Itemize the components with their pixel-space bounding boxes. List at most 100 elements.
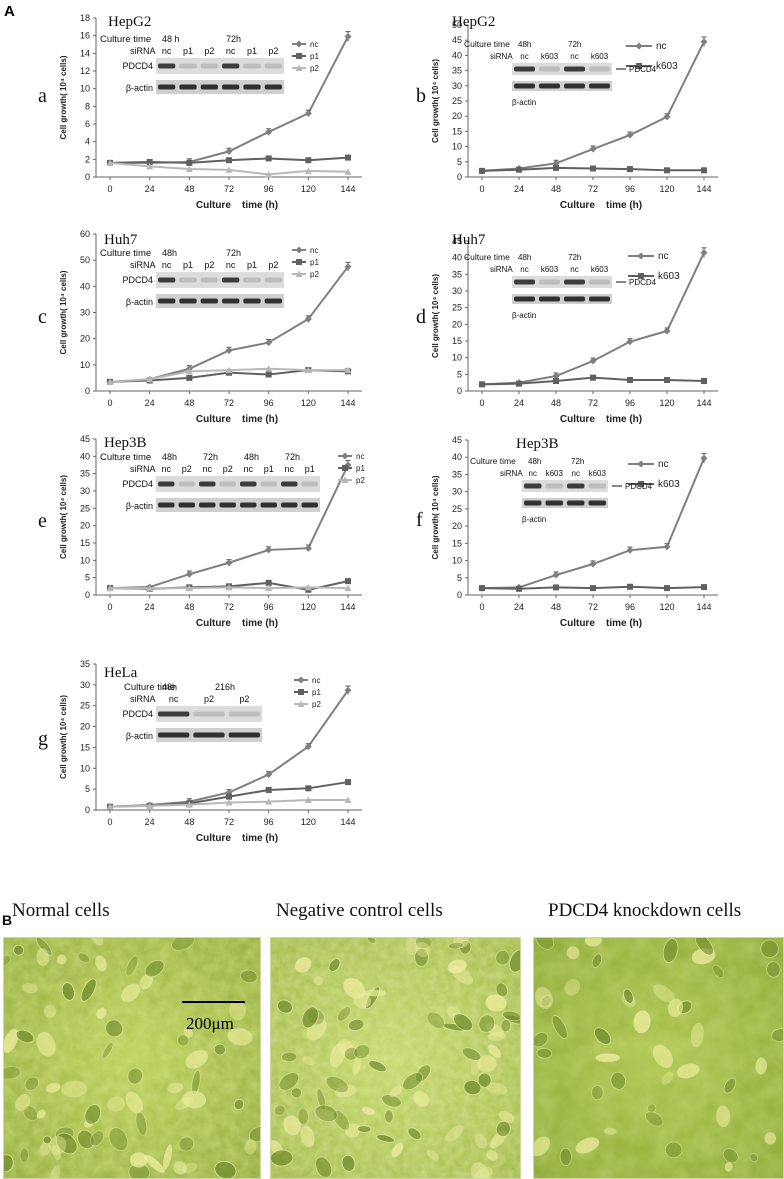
data-point bbox=[186, 159, 193, 166]
cell-blob bbox=[407, 1127, 422, 1140]
legend-label: p1 bbox=[312, 688, 321, 697]
chart-d: 0 5 10 15 20 25 30 35 40 45 0 24 48 72 96 120 144 Culture… bbox=[416, 232, 718, 425]
series-k603 bbox=[479, 164, 707, 174]
blot-band bbox=[524, 483, 542, 489]
cell-blob bbox=[281, 1051, 298, 1063]
blot-band bbox=[524, 500, 542, 506]
x-tick-label: 120 bbox=[301, 602, 316, 612]
x-tick-label: 24 bbox=[514, 602, 524, 612]
cell-blob bbox=[13, 944, 24, 956]
legend-swatch-marker bbox=[636, 63, 642, 69]
cell-blob bbox=[381, 1094, 402, 1108]
blot-band bbox=[588, 483, 606, 489]
cell-blob bbox=[694, 938, 714, 956]
y-tick-label: 15 bbox=[452, 538, 462, 548]
data-point bbox=[479, 381, 485, 388]
cell-blob bbox=[426, 1011, 445, 1029]
y-tick-label: 25 bbox=[452, 96, 462, 106]
blot-protein-label: PDCD4 bbox=[122, 709, 153, 719]
legend-label: p1 bbox=[310, 258, 319, 267]
cell-blob bbox=[108, 1127, 129, 1152]
y-tick-label: 20 bbox=[452, 319, 462, 329]
y-tick-label: 15 bbox=[452, 126, 462, 136]
data-point bbox=[146, 802, 154, 809]
data-point bbox=[344, 796, 352, 803]
legend: nc p1 p2 bbox=[292, 40, 319, 73]
panel-a-letter: A bbox=[4, 3, 15, 20]
x-tick-label: 144 bbox=[696, 184, 711, 194]
y-tick-label: 50 bbox=[452, 20, 462, 30]
cell-blob bbox=[290, 1087, 303, 1099]
y-tick-label: 30 bbox=[80, 680, 90, 690]
legend-swatch-marker bbox=[295, 64, 303, 71]
blot-band bbox=[179, 277, 197, 283]
legend-label: nc bbox=[656, 41, 667, 52]
blot-protein-label: PDCD4 bbox=[629, 278, 657, 287]
legend: nc k603 bbox=[626, 41, 678, 72]
cell-blob bbox=[55, 1132, 78, 1155]
x-tick-label: 0 bbox=[107, 184, 112, 194]
cell-blob bbox=[536, 1047, 553, 1059]
y-tick-label: 25 bbox=[80, 701, 90, 711]
blot-lane-label: nc bbox=[226, 260, 236, 270]
x-tick-label: 0 bbox=[107, 398, 112, 408]
blot-band bbox=[200, 298, 218, 304]
cell-blob bbox=[389, 1085, 403, 1098]
blot-lane-label: p2 bbox=[268, 46, 278, 56]
cell-blob bbox=[43, 1004, 57, 1018]
cell-blob bbox=[129, 1152, 148, 1168]
cell-blob bbox=[474, 1133, 488, 1149]
y-tick-label: 45 bbox=[80, 434, 90, 444]
data-point bbox=[553, 584, 559, 591]
blot-time-label: 48h bbox=[518, 253, 531, 262]
cell-blob bbox=[771, 1028, 783, 1042]
data-point bbox=[664, 585, 670, 592]
western-blot: Culture time siRNA 48h 72h nc k603 nc k603 PDCD4… bbox=[464, 252, 657, 320]
x-tick-label: 96 bbox=[264, 602, 274, 612]
data-point bbox=[590, 165, 596, 172]
blot-sirna-label: siRNA bbox=[130, 464, 156, 474]
legend-label: nc bbox=[312, 676, 320, 685]
cell-blob bbox=[178, 1136, 195, 1152]
cell-blob bbox=[125, 1091, 144, 1114]
cell-blob bbox=[125, 955, 139, 977]
blot-time-label: 72h bbox=[285, 452, 300, 462]
x-tick-label: 120 bbox=[301, 184, 316, 194]
cell-blob bbox=[300, 1125, 315, 1148]
blot-protein-label: β-actin bbox=[512, 311, 536, 320]
cell-blob bbox=[61, 982, 75, 1001]
cell-blob bbox=[328, 958, 341, 972]
blot-culture-time-label: Culture time bbox=[464, 39, 510, 49]
cell-blob bbox=[486, 1150, 499, 1161]
y-tick-label: 10 bbox=[80, 555, 90, 565]
blot-band bbox=[240, 481, 257, 487]
chart-title: Hep3B bbox=[104, 435, 147, 451]
cell-blob bbox=[415, 941, 430, 958]
blot-time-label: 216h bbox=[215, 682, 235, 692]
blot-band bbox=[243, 277, 261, 283]
legend-label: p2 bbox=[356, 476, 365, 485]
blot-band bbox=[514, 66, 535, 72]
y-tick-label: 0 bbox=[85, 805, 90, 815]
blot-band bbox=[539, 296, 560, 302]
cell-blob bbox=[185, 1049, 209, 1069]
blot-lane-label: nc bbox=[520, 265, 528, 274]
data-point bbox=[663, 543, 671, 551]
y-tick-label: 35 bbox=[80, 469, 90, 479]
blot-band bbox=[589, 83, 610, 89]
blot-band bbox=[589, 296, 610, 302]
cell-blob bbox=[61, 1080, 88, 1098]
blot-band bbox=[222, 63, 240, 69]
blot-band bbox=[564, 279, 585, 285]
blot-sirna-label: siRNA bbox=[130, 260, 156, 270]
data-point bbox=[265, 170, 273, 178]
legend-label: nc bbox=[356, 452, 364, 461]
data-point bbox=[225, 798, 233, 806]
cell-blob bbox=[273, 1104, 286, 1116]
y-tick-label: 14 bbox=[80, 48, 90, 58]
blot-lane-label: nc bbox=[202, 464, 212, 474]
legend-label: nc bbox=[310, 40, 318, 49]
cell-blob bbox=[594, 1027, 612, 1045]
data-point bbox=[552, 372, 560, 380]
